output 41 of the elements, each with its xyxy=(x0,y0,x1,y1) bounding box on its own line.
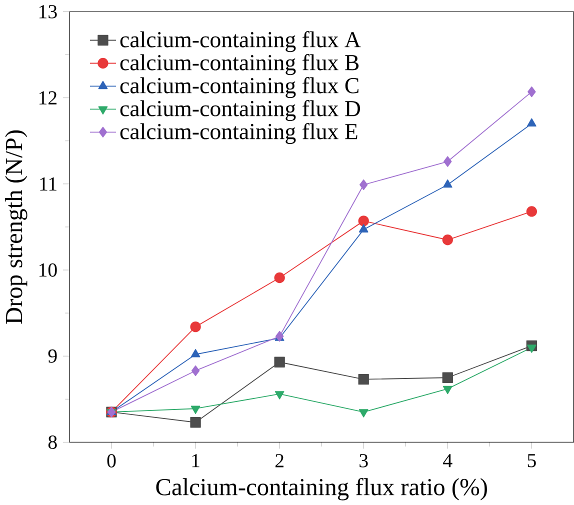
y-axis-title: Drop strength (N/P) xyxy=(5,130,28,324)
point xyxy=(274,390,284,400)
point xyxy=(358,408,368,418)
point xyxy=(444,156,452,167)
y-tick-label: 9 xyxy=(48,349,57,363)
point xyxy=(442,234,453,245)
y-tick-label: 13 xyxy=(40,4,57,18)
x-tick-label: 4 xyxy=(443,454,452,467)
x-tick-label: 3 xyxy=(360,454,368,468)
point xyxy=(190,405,200,414)
point xyxy=(526,206,538,217)
point xyxy=(442,386,452,394)
x-tick-label: 5 xyxy=(528,454,536,468)
point xyxy=(274,272,285,283)
point xyxy=(191,365,200,376)
legend-label: calcium-containing flux A xyxy=(120,30,361,52)
point xyxy=(358,215,369,226)
legend-label: calcium-containing flux C xyxy=(120,76,358,98)
y-tick-label: 12 xyxy=(40,91,56,104)
x-tick-label: 1 xyxy=(192,454,200,467)
legend-label: calcium-containing flux D xyxy=(120,100,360,121)
point xyxy=(442,179,452,188)
point xyxy=(190,348,200,358)
y-tick-label: 10 xyxy=(40,263,57,276)
x-axis-title: Calcium-containing flux ratio (%) xyxy=(156,478,487,500)
y-tick-label: 11 xyxy=(40,177,56,190)
point xyxy=(359,179,368,190)
point xyxy=(528,86,536,97)
point xyxy=(274,356,285,368)
point xyxy=(526,344,536,353)
y-tick-label: 8 xyxy=(48,435,57,449)
x-tick-label: 2 xyxy=(275,454,284,467)
legend-label: calcium-containing flux E xyxy=(120,122,358,144)
point xyxy=(526,118,536,126)
point xyxy=(358,224,368,232)
point xyxy=(190,321,201,332)
x-tick-label: 0 xyxy=(107,454,116,468)
point xyxy=(358,374,369,384)
point xyxy=(190,416,201,428)
point xyxy=(442,372,453,383)
legend-label: calcium-containing flux B xyxy=(120,54,359,75)
